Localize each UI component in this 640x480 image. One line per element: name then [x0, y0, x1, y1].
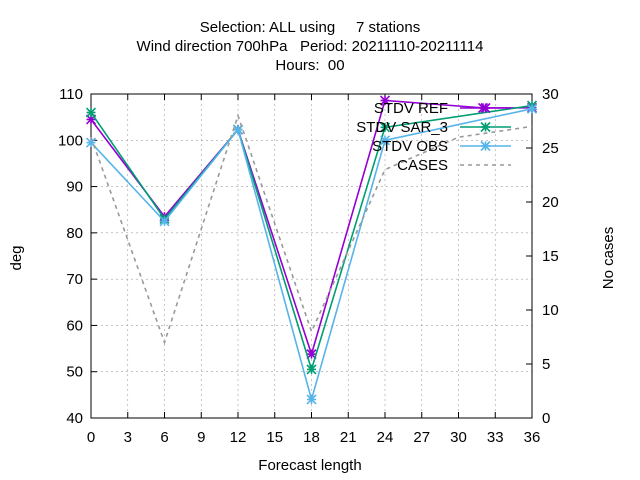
y2-tick-label: 15	[542, 248, 559, 265]
y-tick-label: 110	[59, 86, 83, 103]
y-tick-label: 40	[66, 410, 83, 427]
series-point-1	[306, 364, 317, 375]
legend-swatch-marker	[480, 102, 491, 114]
series-point-0	[379, 95, 391, 106]
y-axis-title: deg	[8, 245, 25, 270]
y2-tick-label: 5	[542, 356, 550, 373]
y-tick-label: 70	[66, 271, 83, 288]
y2-tick-label: 10	[542, 302, 559, 319]
x-tick-label: 15	[266, 429, 283, 446]
x-tick-label: 36	[524, 429, 541, 446]
series-point-2	[306, 394, 317, 405]
y-tick-label: 50	[66, 364, 83, 381]
series-point-1	[379, 122, 391, 133]
x-tick-label: 12	[230, 429, 247, 446]
series-point-2	[159, 216, 170, 227]
axes: 0 3 6 9 12 15 18 21 24 27 30 33 36405060708090100110…	[58, 86, 559, 446]
chart-title-line-3: Hours: 00	[275, 57, 344, 74]
x-tick-label: 24	[377, 429, 394, 446]
series-line-3	[90, 113, 533, 345]
x-tick-label: 9	[197, 429, 205, 446]
legend-label: STDV OBS	[372, 138, 448, 155]
chart-title-line-1: Selection: ALL using 7 stations	[200, 19, 420, 36]
legend-swatch-marker	[480, 121, 491, 133]
x-tick-label: 0	[87, 429, 95, 446]
y2-tick-label: 20	[542, 194, 559, 211]
y2-axis-title: No cases	[600, 227, 617, 290]
x-tick-label: 27	[413, 429, 430, 446]
series-point-1	[85, 107, 97, 118]
x-tick-label: 6	[160, 429, 168, 446]
series-point-2	[526, 103, 538, 114]
series-point-2	[379, 135, 391, 146]
x-tick-label: 21	[340, 429, 357, 446]
series-line-1	[90, 104, 533, 373]
grid	[91, 94, 532, 418]
chart-title-line-2: Wind direction 700hPa Period: 20211110-2…	[137, 38, 484, 55]
y2-tick-label: 0	[542, 410, 550, 427]
series-line-2	[90, 108, 533, 403]
x-tick-label: 33	[487, 429, 504, 446]
legend-label: CASES	[397, 157, 448, 174]
y-tick-label: 80	[66, 225, 83, 242]
y2-tick-label: 25	[542, 140, 559, 157]
x-tick-label: 30	[450, 429, 467, 446]
legend-label: STDV SAR_3	[356, 119, 448, 136]
x-tick-label: 3	[124, 429, 132, 446]
x-tick-label: 18	[303, 429, 320, 446]
series-line-0	[90, 99, 532, 357]
legend-label: STDV REF	[374, 100, 448, 117]
y2-tick-label: 30	[542, 86, 559, 103]
legend: STDV REF STDV SAR_3 STDV OBS CASES	[356, 100, 511, 174]
x-axis-title: Forecast length	[258, 457, 361, 474]
y-tick-label: 60	[66, 317, 83, 334]
y-tick-label: 90	[66, 179, 83, 196]
legend-swatch-marker	[480, 140, 491, 152]
y-tick-label: 100	[58, 132, 83, 149]
